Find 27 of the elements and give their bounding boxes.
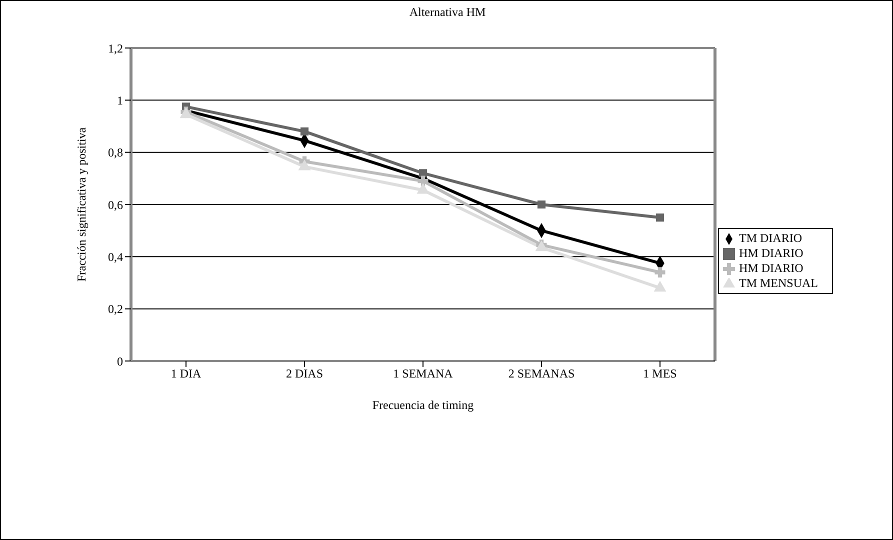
y-tick-label: 0 [117, 354, 123, 368]
x-tick-label: 1 MES [643, 366, 677, 381]
y-tick-label: 1 [117, 93, 123, 108]
y-tick-label: 0,6 [108, 198, 123, 212]
x-tick-label: 2 DIAS [286, 366, 324, 381]
point [654, 267, 666, 278]
point [300, 127, 309, 136]
legend-label: TM MENSUAL [739, 276, 818, 290]
x-axis-title: Frecuencia de timing [372, 398, 474, 412]
x-tick-label: 1 SEMANA [393, 366, 454, 381]
x-tick-label: 2 SEMANAS [508, 366, 575, 381]
legend-label: HM DIARIO [739, 261, 804, 275]
point [537, 200, 546, 209]
y-tick-label: 0,2 [108, 302, 123, 316]
x-tick-label: 1 DIA [170, 366, 202, 381]
point [418, 169, 428, 178]
legend-label: TM DIARIO [739, 231, 802, 245]
y-tick-label: 1,2 [108, 41, 123, 56]
point [656, 214, 664, 222]
chart-title: Alternativa HM [408, 5, 487, 20]
point [298, 160, 310, 170]
point [654, 281, 666, 292]
y-tick-label: 0,4 [108, 250, 123, 264]
legend-label: HM DIARIO [739, 246, 804, 260]
point [417, 183, 429, 194]
y-axis-title: Fracción significativa y positiva [74, 126, 88, 282]
y-tick-label: 0,8 [108, 146, 123, 160]
